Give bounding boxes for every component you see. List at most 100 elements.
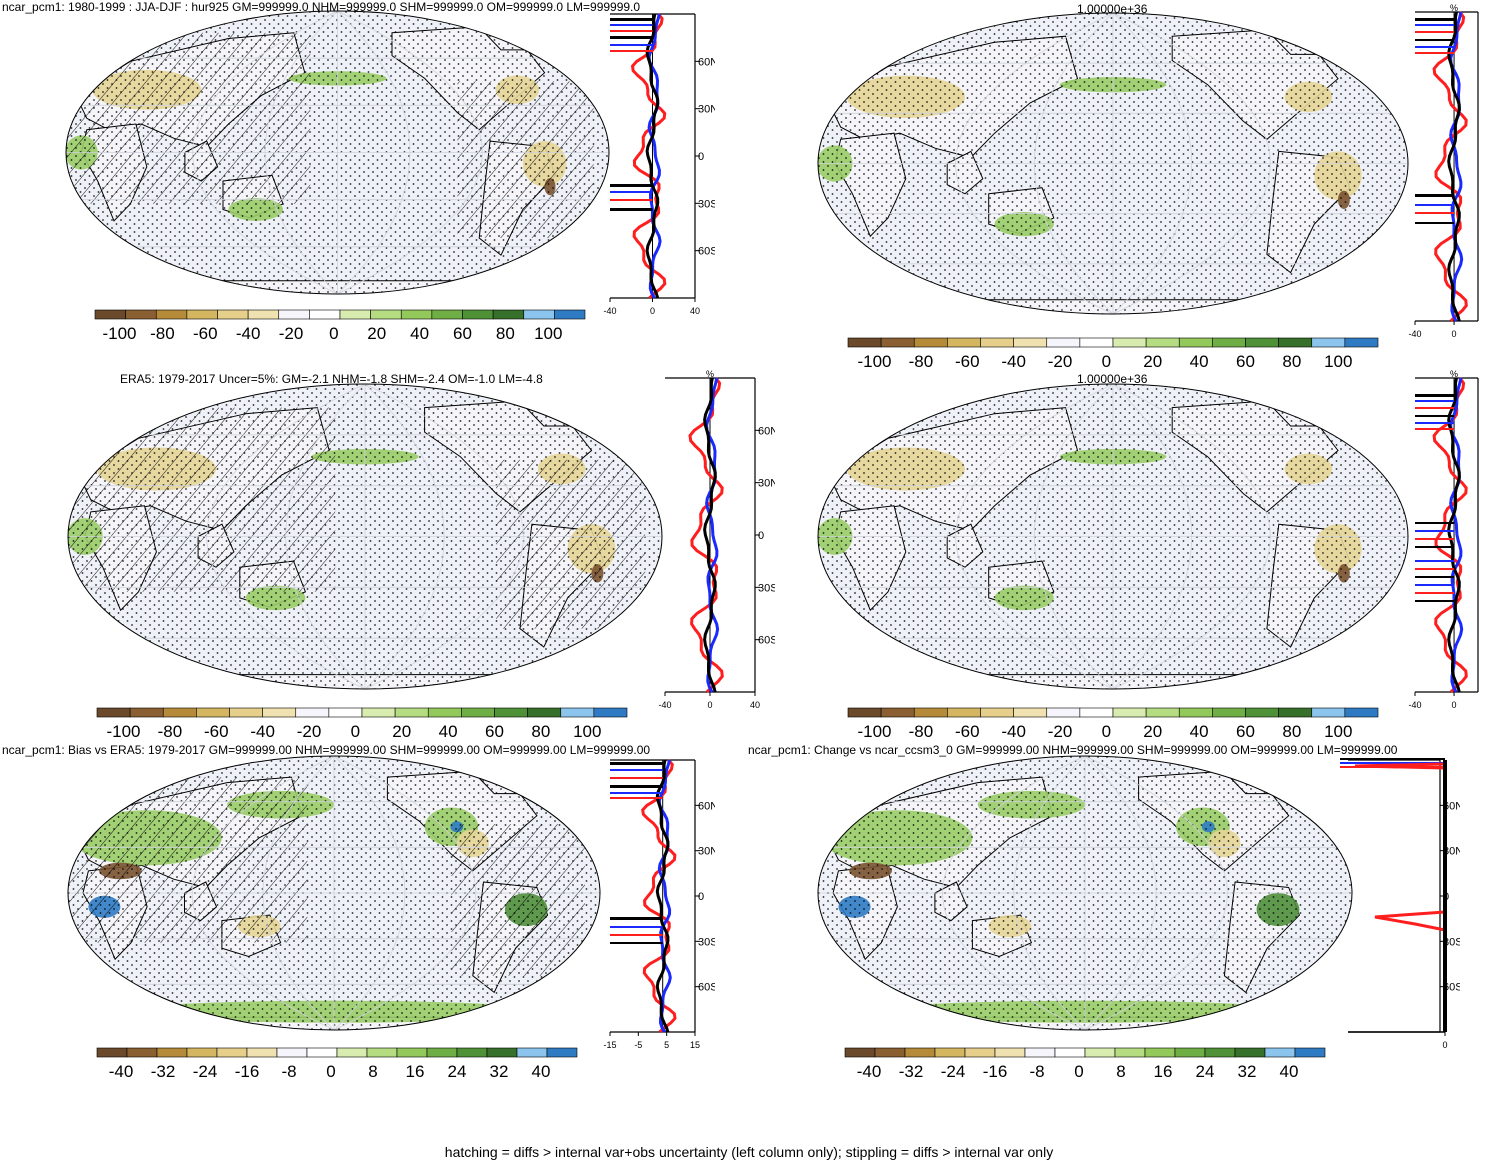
x-tick-label: 40 [750, 700, 760, 710]
x-tick-label: -40 [1408, 700, 1421, 710]
zonal-plot-p6: 60N30N030S60S0 [1340, 758, 1460, 1050]
colorbar-swatch [913, 707, 948, 718]
meridian-line [333, 756, 476, 1030]
colorbar-swatch [186, 1047, 218, 1058]
x-tick-label: -40 [603, 306, 616, 316]
colorbar-label: 100 [534, 324, 562, 343]
colorbar-swatch [1311, 707, 1346, 718]
colorbar-swatch [1278, 707, 1313, 718]
meridian-line [364, 384, 445, 689]
colorbar-swatch [262, 707, 297, 718]
map-p3 [67, 383, 663, 690]
colorbar-label: -80 [909, 352, 934, 371]
series-line-blue [657, 759, 672, 1033]
series-line-black [1447, 377, 1461, 693]
colorbar-label: -40 [250, 722, 275, 741]
colorbar-label: 40 [410, 324, 429, 343]
series-line-black [655, 759, 670, 1033]
colorbar-swatch [880, 337, 915, 348]
colorbar-label: -16 [983, 1062, 1008, 1081]
colorbar-swatch [217, 309, 249, 320]
colorbar-label: -40 [109, 1062, 134, 1081]
colorbar-swatch [1079, 707, 1114, 718]
colorbar-swatch [125, 309, 157, 320]
colorbar-swatch [328, 707, 363, 718]
lat-tick-label: 30S [758, 582, 775, 594]
land-band-bar [1415, 52, 1455, 54]
map-p5 [67, 755, 601, 1031]
colorbar-label: 80 [531, 722, 550, 741]
land-band-bar [1415, 24, 1455, 26]
colorbar-swatch [246, 1047, 278, 1058]
colorbar-swatch [196, 707, 230, 718]
colorbar-swatch [1174, 1047, 1206, 1058]
land-band-bar [1415, 592, 1455, 594]
colorbar-label: 0 [1102, 352, 1111, 371]
colorbar-swatch [1054, 1047, 1086, 1058]
meridian-line [955, 13, 1114, 314]
hatching-americas [457, 81, 594, 238]
land-band-bar [1415, 407, 1455, 409]
land-band-bar [1415, 204, 1455, 206]
colorbar-p2: -100 -80 -60 -40 -20 0 20 40 60 80 100 [847, 337, 1379, 371]
map-border [817, 12, 1409, 315]
map-p4 [817, 383, 1409, 690]
land-band-bar [610, 917, 663, 920]
lat-tick-label: 0 [698, 891, 704, 903]
colorbar-swatch [400, 309, 433, 320]
series-line-red [1432, 11, 1468, 323]
colorbar-swatch [847, 707, 882, 718]
colorbar-swatch [980, 337, 1014, 348]
percent-label: % [706, 370, 714, 379]
colorbar-p6: -40 -32 -24 -16 -8 0 8 16 24 32 40 [844, 1047, 1326, 1081]
colorbar-swatch [1178, 707, 1213, 718]
colorbar-swatch [964, 1047, 996, 1058]
colorbar-label: 32 [490, 1062, 509, 1081]
land-band-bar [1415, 46, 1455, 48]
colorbar-label: 40 [1190, 352, 1209, 371]
land-band-bar [610, 30, 653, 32]
colorbar-swatch [396, 1047, 428, 1058]
colorbar-label: 8 [1116, 1062, 1125, 1081]
x-tick-label: -40 [658, 700, 671, 710]
land-band-bar [1415, 400, 1455, 402]
colorbar-label: -20 [1048, 722, 1073, 741]
colorbar-swatch [1079, 337, 1114, 348]
colorbar-swatch [427, 707, 462, 718]
hatching-americas [451, 824, 585, 976]
colorbar-swatch [1212, 707, 1246, 718]
colorbar-label: -80 [158, 722, 183, 741]
colorbar-swatch [486, 1047, 518, 1058]
colorbar-label: 60 [485, 722, 504, 741]
land-band-bar [610, 184, 653, 187]
land-band-bar [1415, 18, 1455, 21]
colorbar-swatch [1145, 707, 1180, 718]
colorbar-label: 20 [1143, 722, 1162, 741]
colorbar-label: -60 [955, 722, 980, 741]
series-line-red [1432, 377, 1468, 694]
hatching-americas [496, 459, 646, 629]
land-band-bar [610, 191, 653, 193]
colorbar-swatch [1311, 337, 1346, 348]
land-band-bar [1415, 568, 1455, 570]
zonal-plot-p5: 60N 30N 0 30S 60S -15 -5 5 15 [603, 759, 715, 1050]
x-tick-label: -5 [634, 1040, 642, 1050]
colorbar-p5: -40 -32 -24 -16 -8 0 8 16 24 32 40 [96, 1047, 578, 1081]
colorbar-swatch [247, 309, 280, 320]
map-border [817, 383, 1409, 690]
land-band-bar [610, 208, 653, 211]
colorbar-label: -80 [909, 722, 934, 741]
colorbar-swatch [947, 337, 981, 348]
colorbar-swatch [1245, 707, 1279, 718]
zonal-plot-p4: % -40 0 [1408, 370, 1479, 710]
colorbar-swatch [1344, 707, 1379, 718]
meridian-line [1112, 13, 1271, 314]
colorbar-swatch [1234, 1047, 1266, 1058]
colorbar-p3: -100 -80 -60 -40 -20 0 20 40 60 80 100 [96, 707, 628, 741]
series-line-blue [705, 377, 720, 693]
colorbar-label: 0 [329, 324, 338, 343]
colorbar-label: -32 [151, 1062, 176, 1081]
series-line-red [688, 377, 724, 694]
zonal-plot-p2: % -40 0 [1408, 4, 1479, 339]
x-tick-label: 0 [707, 700, 712, 710]
